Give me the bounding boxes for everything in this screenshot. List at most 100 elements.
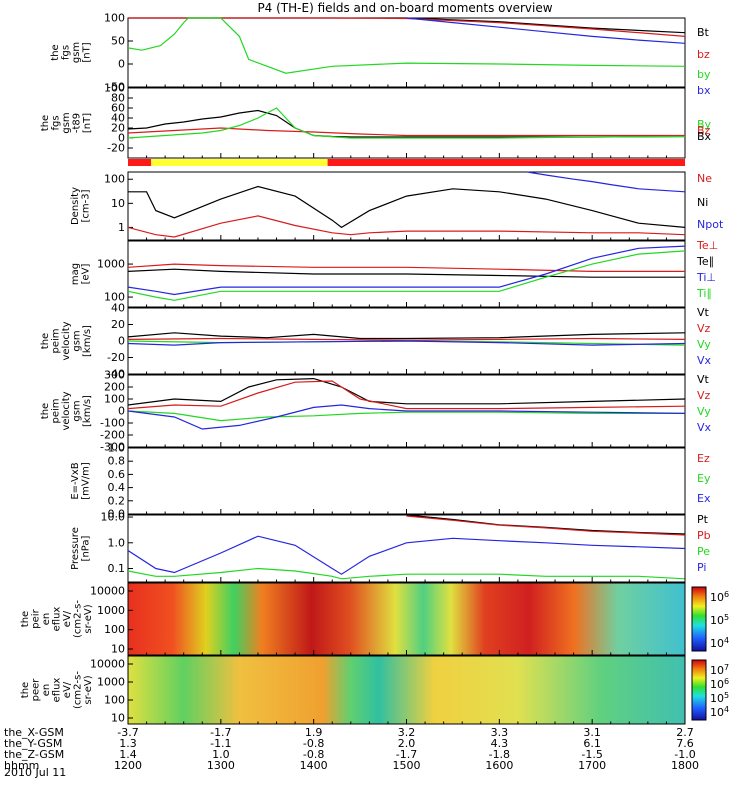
panel-density: 100 10 1 Density [cm-3] Ne Ni Npot [70, 171, 724, 241]
x-axis-value: -1.0 [674, 748, 695, 761]
series-line-bz [128, 17, 685, 37]
x-axis-value: 3.2 [398, 726, 416, 739]
y-axis-label: fgs [61, 45, 72, 60]
colorbar-tick-label: 104 [710, 636, 729, 650]
panel-peer_eflux: 10000 1000 100 10 the peer en eflux eV/(cm2-s-sr… [20, 655, 729, 725]
x-axis-value: 1.9 [305, 726, 323, 739]
y-tick-label: 0 [118, 405, 125, 418]
panel-frame [127, 655, 686, 725]
x-axis-value: -1.5 [581, 748, 602, 761]
series-line-bx [406, 17, 685, 44]
status-segment [151, 159, 328, 166]
y-tick-label: 1000 [97, 258, 125, 271]
series-line-Te∥ [128, 268, 685, 278]
x-axis-value: -0.8 [303, 748, 324, 761]
legend-entry: bz [697, 48, 710, 61]
y-tick-label: 60 [111, 102, 125, 115]
y-axis-label: [nT] [82, 113, 93, 133]
x-axis-value: -1.1 [210, 737, 231, 750]
x-axis-value: 6.1 [583, 737, 601, 750]
series-line-Ni [128, 185, 685, 229]
legend-entry: Vt [697, 306, 710, 319]
y-tick-label: 10 [111, 643, 125, 656]
y-axis-label: velocity [61, 321, 72, 360]
y-tick-label: 300 [104, 369, 125, 382]
y-tick-label: 0.0 [108, 508, 126, 521]
y-axis-label: gsm [71, 42, 82, 63]
legend-entry: Bt [697, 26, 710, 39]
series-line-Vx [128, 340, 685, 346]
y-tick-label: 1.0 [108, 536, 126, 549]
colorbar [691, 586, 707, 652]
y-axis-label: peim [51, 398, 62, 423]
x-axis-value: 1800 [671, 759, 699, 772]
y-axis-label: (cm2-s- [73, 600, 84, 638]
legend-entry: Vt [697, 373, 710, 386]
y-axis-label: [km/s] [82, 325, 93, 357]
y-tick-label: 0.1 [108, 562, 126, 575]
y-tick-label: 1 [118, 221, 125, 234]
legend-entry: Vz [697, 389, 711, 402]
x-axis-value: 1700 [578, 759, 606, 772]
y-axis-label: [mV/m] [81, 462, 92, 500]
y-axis-label: the [20, 611, 31, 627]
legend-entry: Npot [697, 218, 724, 231]
y-tick-label: 100 [104, 82, 125, 95]
series-line-Ti⊥ [128, 245, 685, 296]
y-axis-label: [eV] [81, 264, 92, 285]
x-axis-row-label: the_Z-GSM [4, 748, 64, 761]
y-tick-label: 100 [104, 393, 125, 406]
y-tick-label: 10 [111, 197, 125, 210]
x-axis-value: 1.4 [119, 748, 137, 761]
y-tick-label: -200 [100, 429, 125, 442]
y-tick-label: 1000 [97, 676, 125, 689]
colorbar-tick-label: 106 [710, 677, 729, 691]
series-line-Bt [128, 109, 685, 138]
y-tick-label: 100 [104, 291, 125, 304]
legend-entry: Ti∥ [696, 287, 712, 300]
x-axis-value: -1.8 [489, 748, 510, 761]
y-tick-label: 0.8 [108, 455, 126, 468]
legend-entry: Ni [697, 196, 708, 209]
y-tick-label: 0.2 [108, 494, 126, 507]
y-tick-label: 1000 [97, 604, 125, 617]
legend-entry: Pb [697, 529, 711, 542]
legend-entry: Ey [697, 472, 711, 485]
y-axis-label: [km/s] [82, 395, 93, 427]
panel-frame [127, 582, 686, 656]
legend-entry: Vy [697, 338, 711, 351]
series-line-Vt [128, 332, 685, 340]
x-axis-value: 1500 [393, 759, 421, 772]
legend-entry: Te∥ [696, 255, 714, 268]
y-axis-label: Density [70, 187, 81, 225]
panel-frame [127, 87, 686, 159]
y-tick-label: 50 [111, 35, 125, 48]
y-axis-label: fgs [51, 115, 62, 130]
y-axis-label: en [41, 613, 52, 626]
x-axis-value: 7.6 [676, 737, 694, 750]
series-line-Vz [128, 337, 685, 341]
y-tick-label: 100 [104, 623, 125, 636]
series-line-Pe [128, 567, 685, 580]
y-tick-label: 10.0 [101, 511, 126, 524]
colorbar-tick-label: 106 [710, 590, 729, 604]
status-segment [128, 159, 152, 166]
y-axis-label: en [41, 684, 52, 697]
y-tick-label: 80 [111, 92, 125, 105]
x-axis-value: -1.7 [396, 748, 417, 761]
x-axis-value: 1.0 [212, 748, 230, 761]
status-segment [327, 159, 685, 166]
x-axis-row-label: the_Y-GSM [4, 737, 62, 750]
y-axis-label: sr-eV) [83, 675, 94, 704]
y-axis-label: eV/ [62, 610, 73, 627]
y-axis-label: gsm [72, 330, 83, 351]
plot-title: P4 (TH-E) fields and on-board moments ov… [257, 1, 552, 15]
series-line-Vy [128, 410, 685, 422]
legend-entry: Ex [697, 492, 711, 505]
panel-e_field: 1.00.80.60.40.20.0 E=-VxB [mV/m] Ez Ey Ex [70, 442, 711, 521]
legend-entry: Ez [697, 452, 710, 465]
panel-fgs: 100 50 0 -50 the fgs gsm [nT] Bt bz by bx [50, 12, 711, 98]
y-axis-label: the [50, 44, 61, 60]
